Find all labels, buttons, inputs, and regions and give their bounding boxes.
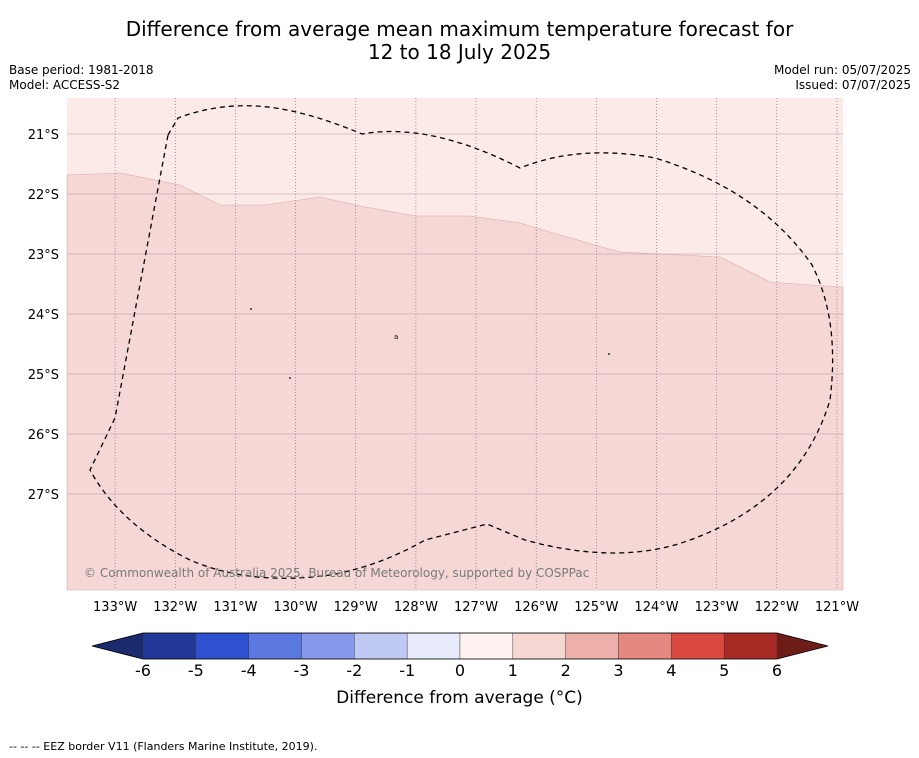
longitude-tick-label: 132°W: [153, 600, 197, 615]
colorbar-tick-label: 2: [561, 661, 571, 680]
latitude-tick-label: 25°S: [28, 368, 59, 383]
colorbar-tick-label: -6: [135, 661, 151, 680]
colorbar-tick-label: 3: [613, 661, 623, 680]
island-marker: [289, 377, 291, 379]
colorbar-segment: [406, 632, 461, 660]
colorbar-segment: [671, 632, 725, 660]
longitude-tick-label: 129°W: [334, 600, 378, 615]
island-marker: [608, 353, 610, 355]
header-left: Base period: 1981-2018 Model: ACCESS-S2: [9, 63, 154, 93]
copyright-text: © Commonwealth of Australia 2025, Bureau…: [84, 566, 589, 580]
colorbar-segment: [354, 632, 408, 660]
map-panel: [66, 98, 844, 591]
latitude-tick-label: 23°S: [28, 248, 59, 263]
island-marker: a: [394, 333, 398, 341]
colorbar-segment: [565, 632, 619, 660]
model-text: Model: ACCESS-S2: [9, 78, 121, 92]
latitude-tick-label: 22°S: [28, 188, 59, 203]
eez-footnote: -- -- -- EEZ border V11 (Flanders Marine…: [9, 740, 318, 753]
longitude-tick-label: 121°W: [815, 600, 859, 615]
colorbar-over-arrow: [777, 633, 828, 659]
base-period-text: Base period: 1981-2018: [9, 63, 154, 77]
header-right: Model run: 05/07/2025 Issued: 07/07/2025: [774, 63, 911, 93]
colorbar-tick-label: 1: [508, 661, 518, 680]
colorbar-segment: [301, 632, 355, 660]
colorbar-tick-label: 5: [719, 661, 729, 680]
colorbar-segment: [723, 632, 778, 660]
axis-tick-labels: 133°W 132°W 131°W 130°W 129°W 128°W 127°W 126°W…: [28, 128, 860, 615]
latitude-tick-label: 24°S: [28, 308, 59, 323]
colorbar: -6 -5 -4 -3 -2 -1 0 1 2 3 4 5 6: [91, 632, 829, 680]
colorbar-label: Difference from average (°C): [336, 688, 583, 708]
colorbar-tick-label: 0: [455, 661, 465, 680]
island-markers: a: [250, 308, 610, 379]
longitude-tick-label: 127°W: [454, 600, 498, 615]
colorbar-segment: [195, 632, 249, 660]
colorbar-segment: [142, 632, 197, 660]
anomaly-1-2-region: [66, 172, 844, 591]
chart-title: Difference from average mean maximum tem…: [0, 18, 919, 64]
colorbar-tick-label: -5: [188, 661, 204, 680]
colorbar-tick-label: -2: [346, 661, 362, 680]
latitude-tick-label: 21°S: [28, 128, 59, 143]
colorbar-tick-label: 4: [666, 661, 676, 680]
colorbar-tick-label: -4: [241, 661, 257, 680]
longitude-tick-label: 126°W: [514, 600, 558, 615]
longitude-tick-label: 123°W: [695, 600, 739, 615]
longitude-tick-label: 133°W: [93, 600, 137, 615]
map-grid: [67, 98, 843, 590]
colorbar-outline: [91, 632, 829, 660]
longitude-tick-label: 122°W: [755, 600, 799, 615]
issued-text: Issued: 07/07/2025: [795, 78, 911, 92]
longitude-tick-label: 131°W: [213, 600, 257, 615]
longitude-tick-label: 124°W: [634, 600, 678, 615]
colorbar-segment: [459, 632, 514, 660]
longitude-tick-label: 125°W: [574, 600, 618, 615]
latitude-tick-label: 27°S: [28, 488, 59, 503]
colorbar-segment: [618, 632, 672, 660]
colorbar-segment: [512, 632, 566, 660]
title-line-2: 12 to 18 July 2025: [367, 40, 552, 64]
island-marker: [250, 308, 252, 310]
latitude-tick-label: 26°S: [28, 428, 59, 443]
title-line-1: Difference from average mean maximum tem…: [125, 17, 794, 41]
colorbar-segment: [248, 632, 302, 660]
model-run-text: Model run: 05/07/2025: [773, 63, 911, 77]
longitude-tick-label: 130°W: [274, 600, 318, 615]
colorbar-tick-label: -3: [294, 661, 310, 680]
colorbar-tick-label: 6: [772, 661, 782, 680]
colorbar-tick-label: -1: [399, 661, 415, 680]
longitude-tick-label: 128°W: [394, 600, 438, 615]
colorbar-under-arrow: [92, 633, 143, 659]
